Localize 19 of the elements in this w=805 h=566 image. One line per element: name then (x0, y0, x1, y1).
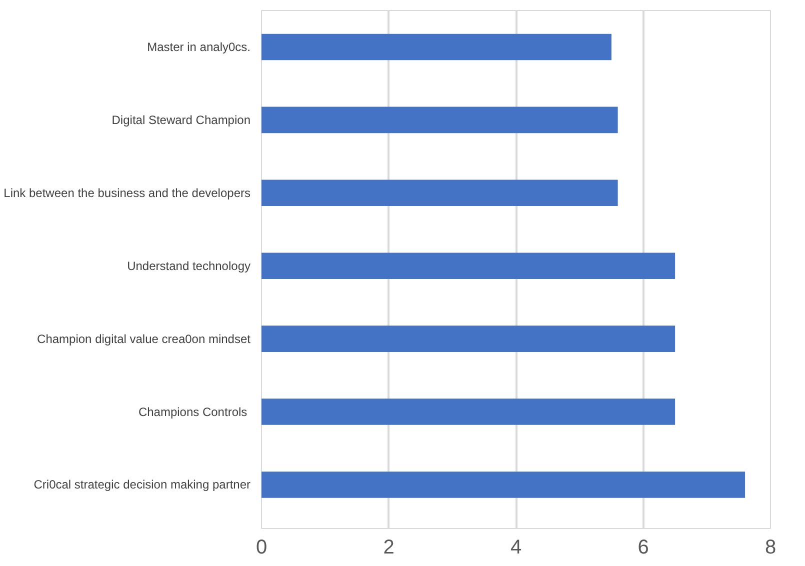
y-tick-label: Digital Steward Champion (112, 112, 250, 127)
y-tick-label: Champions Controls (138, 404, 248, 419)
y-tick-label: Master in analy0cs. (147, 40, 251, 54)
x-tick-label: 6 (638, 536, 649, 558)
bar (262, 326, 676, 352)
x-tick-label: 8 (764, 536, 776, 558)
y-tick-label: Champion digital value crea0on mindset (37, 332, 252, 346)
bar (262, 106, 618, 134)
y-tick-label: Link between the business and the developers (4, 186, 251, 200)
x-tick-label: 2 (383, 536, 394, 558)
bar (262, 34, 612, 60)
bar (262, 398, 676, 425)
x-tick-label: 0 (256, 536, 268, 558)
bar (262, 252, 676, 279)
y-tick-label: Understand technology (127, 258, 251, 273)
bar (262, 180, 618, 206)
y-tick-label: Cri0cal strategic decision making partner (34, 478, 251, 492)
x-tick-label: 4 (510, 536, 522, 558)
bar (262, 472, 746, 498)
